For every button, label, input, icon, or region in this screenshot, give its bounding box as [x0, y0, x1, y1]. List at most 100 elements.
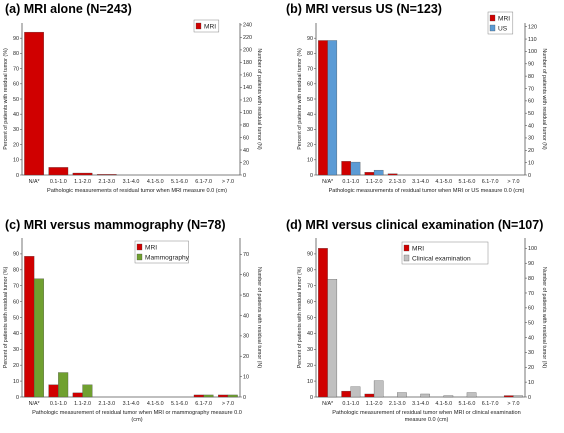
bar — [387, 173, 398, 176]
chart-panel-b: (b) MRI versus US (N=123) 0 10 20 30 40 50 60 70… — [286, 2, 547, 194]
chart-panel-c: (c) MRI versus mammography (N=78) 0 10 20 30… — [3, 218, 262, 423]
y-tick-label: 0 — [16, 395, 19, 401]
y2-tick-label: 70 — [528, 86, 534, 92]
y-tick-label: 30 — [13, 127, 19, 133]
y-tick-label: 90 — [13, 36, 19, 42]
y2-tick-label: 90 — [528, 261, 534, 267]
legend: MRI US — [487, 11, 514, 35]
y2-tick-label: 80 — [528, 74, 534, 80]
y-tick-label: 60 — [13, 82, 19, 88]
y-axis-label: Percent of patients with residual tumor … — [3, 267, 9, 369]
y2-tick-label: 10 — [528, 160, 534, 166]
y2-tick-label: 10 — [243, 374, 249, 380]
x-tick-label: 6.1-7.0 — [195, 179, 212, 185]
x-tick-label: 5.1-6.0 — [459, 179, 476, 185]
bar — [373, 380, 384, 398]
legend-label: US — [498, 26, 508, 33]
y-tick-label: 30 — [307, 347, 313, 353]
y-tick-label: 30 — [307, 127, 313, 133]
y2-tick-label: 30 — [528, 350, 534, 356]
bar — [318, 40, 328, 176]
bar — [364, 393, 375, 398]
legend-label: MRI — [204, 24, 216, 31]
legend: MRI Clinical examination — [401, 241, 489, 265]
y-tick-label: 40 — [307, 112, 313, 118]
chart-panel-a: (a) MRI alone (N=243) 0 10 20 30 40 50 60 70 80 90… — [3, 2, 262, 194]
bar — [350, 386, 361, 398]
y2-axis-label: Number of patients with residual tumor (… — [256, 267, 262, 368]
bar — [373, 169, 384, 176]
bar — [503, 395, 514, 398]
y2-tick-label: 100 — [528, 246, 537, 252]
bar — [341, 161, 351, 176]
y2-tick-label: 60 — [243, 135, 249, 141]
bar — [466, 392, 477, 398]
panel-title: (c) MRI versus mammography (N=78) — [5, 218, 226, 232]
y2-tick-label: 40 — [243, 313, 249, 319]
y-tick-label: 90 — [307, 252, 313, 258]
y2-tick-label: 60 — [528, 99, 534, 105]
y-axis-label: Percent of patients with residual tumor … — [297, 48, 303, 150]
y2-tick-label: 20 — [528, 365, 534, 371]
y2-tick-label: 110 — [528, 37, 537, 43]
y2-tick-label: 70 — [528, 291, 534, 297]
legend-label: MRI — [412, 246, 424, 253]
y2-tick-label: 50 — [528, 321, 534, 327]
legend-box — [401, 241, 489, 265]
y2-tick-label: 220 — [243, 35, 252, 41]
y2-tick-label: 140 — [243, 85, 252, 91]
y-tick-label: 30 — [13, 347, 19, 353]
x-tick-label: N/A* — [29, 401, 41, 407]
panel-title: (a) MRI alone (N=243) — [5, 2, 132, 16]
x-tick-label: 5.1-6.0 — [459, 401, 476, 407]
y-tick-label: 10 — [307, 379, 313, 385]
bar — [82, 384, 93, 398]
y-tick-label: 80 — [13, 268, 19, 274]
y-tick-label: 20 — [307, 363, 313, 369]
bar — [420, 393, 430, 398]
bar — [24, 31, 44, 176]
x-tick-label: > 7.0 — [507, 401, 519, 407]
y2-tick-label: 60 — [243, 272, 249, 278]
x-axis-label-line2: (cm) — [131, 417, 142, 423]
x-tick-label: 2.1-3.0 — [98, 401, 115, 407]
x-tick-label: > 7.0 — [222, 179, 234, 185]
x-axis-label: Pathologic measurements of residual tumo… — [47, 188, 227, 194]
y2-tick-label: 80 — [243, 123, 249, 129]
y2-tick-label: 50 — [528, 111, 534, 117]
legend-swatch — [403, 244, 410, 252]
y2-axis-label: Number of patients with residual tumor (… — [541, 48, 547, 149]
bar — [327, 40, 338, 176]
y2-axis-label: Number of patients with residual tumor (… — [256, 48, 262, 149]
y2-tick-label: 40 — [528, 335, 534, 341]
legend-swatch — [489, 14, 496, 22]
y2-tick-label: 90 — [528, 62, 534, 68]
bar — [443, 395, 454, 398]
y2-tick-label: 10 — [528, 380, 534, 386]
y2-tick-label: 30 — [243, 334, 249, 340]
y-tick-label: 40 — [13, 331, 19, 337]
legend-label: Mammography — [145, 255, 190, 262]
x-tick-label: 0.1-1.0 — [50, 179, 67, 185]
legend-swatch — [403, 254, 410, 262]
x-tick-label: 5.1-6.0 — [171, 179, 188, 185]
x-axis-label: Pathologic measurement of residual tumor… — [32, 410, 242, 416]
x-axis-label: Pathologic measurements of residual tumo… — [329, 188, 525, 194]
y2-tick-label: 100 — [243, 110, 252, 116]
x-tick-label: > 7.0 — [507, 179, 519, 185]
y2-tick-label: 20 — [243, 354, 249, 360]
x-tick-label: N/A* — [29, 179, 41, 185]
y2-tick-label: 20 — [243, 160, 249, 166]
x-tick-label: 6.1-7.0 — [195, 401, 212, 407]
bar — [327, 279, 338, 398]
x-tick-label: 4.1-5.0 — [435, 401, 452, 407]
bar — [72, 172, 93, 176]
x-tick-label: 0.1-1.0 — [342, 179, 359, 185]
y-tick-label: 70 — [307, 284, 313, 290]
legend-swatch — [136, 243, 143, 251]
y2-tick-label: 180 — [243, 60, 252, 66]
bar — [48, 167, 69, 176]
y2-tick-label: 120 — [243, 98, 252, 104]
x-axis-label-line2: measure 0.0 (cm) — [405, 417, 449, 423]
